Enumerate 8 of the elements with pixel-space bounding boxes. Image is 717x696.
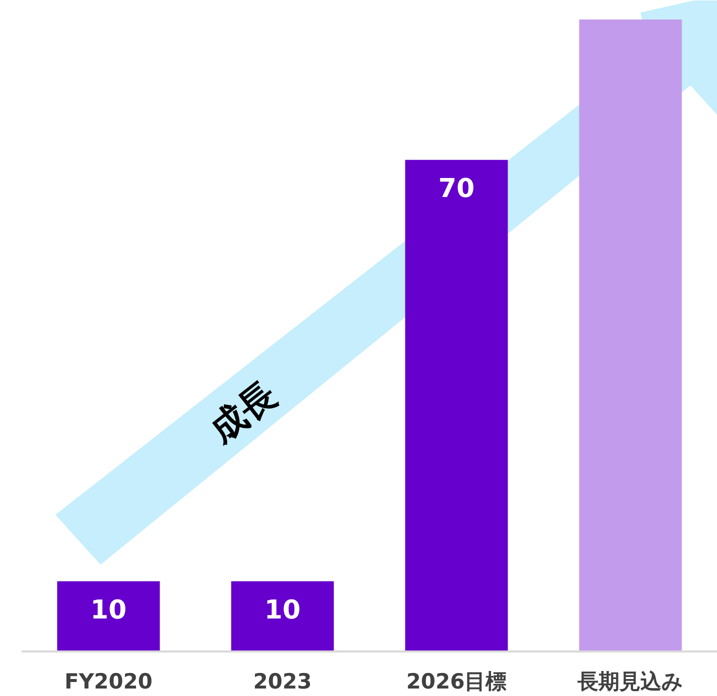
x-tick-label: 2023 [253, 670, 312, 694]
data-label: 10 [90, 595, 127, 626]
data-label: 10 [264, 595, 301, 626]
data-label: 70 [438, 174, 475, 204]
x-tick-label: 2026目標 [406, 670, 507, 694]
x-tick-label: 長期見込み [576, 670, 684, 694]
annotation: 成長 [202, 374, 284, 452]
x-tick-label: FY2020 [64, 670, 152, 694]
